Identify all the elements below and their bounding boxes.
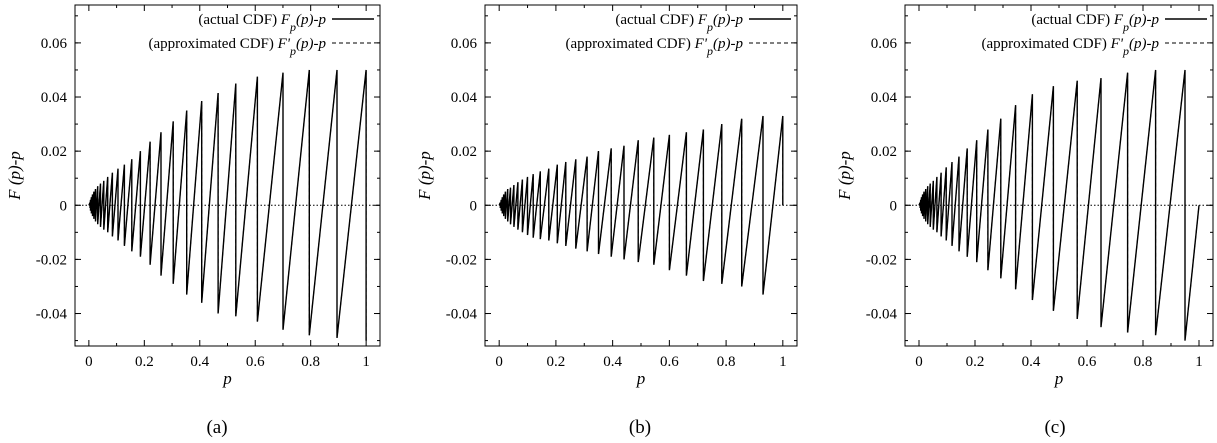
y-tick-label: -0.04 bbox=[866, 307, 898, 323]
legend: (actual CDF) Fp(p)-p(approximated CDF) F… bbox=[148, 12, 374, 58]
legend: (actual CDF) Fp(p)-p(approximated CDF) F… bbox=[565, 12, 791, 58]
x-tick-label: 0.4 bbox=[190, 354, 209, 370]
x-tick-label: 0.2 bbox=[966, 354, 985, 370]
y-tick-label: 0.06 bbox=[41, 36, 68, 52]
x-axis-label: p bbox=[222, 369, 232, 388]
y-tick-label: 0.04 bbox=[41, 90, 68, 106]
y-tick-label: 0.04 bbox=[871, 90, 898, 106]
legend-label-actual: (actual CDF) Fp(p)-p bbox=[198, 12, 326, 34]
y-tick-label: 0.02 bbox=[41, 144, 67, 160]
x-tick-label: 0.4 bbox=[603, 354, 622, 370]
y-tick-label: 0.04 bbox=[451, 90, 478, 106]
x-tick-label: 1 bbox=[779, 354, 787, 370]
x-tick-label: 0.6 bbox=[660, 354, 679, 370]
x-tick-label: 0.4 bbox=[1022, 354, 1041, 370]
y-tick-label: 0.06 bbox=[871, 36, 898, 52]
x-tick-label: 0.2 bbox=[135, 354, 154, 370]
y-tick-label: 0.02 bbox=[871, 144, 897, 160]
panel-caption: (a) bbox=[206, 417, 227, 438]
y-axis-label: F (p)-p bbox=[835, 151, 854, 201]
x-tick-label: 1 bbox=[1195, 354, 1203, 370]
approximated-cdf-line bbox=[88, 69, 367, 341]
legend-label-actual: (actual CDF) Fp(p)-p bbox=[615, 12, 743, 34]
legend-label-approx: (approximated CDF) F'p(p)-p bbox=[148, 36, 326, 58]
x-tick-label: 1 bbox=[362, 354, 370, 370]
x-tick-label: 0.8 bbox=[1134, 354, 1153, 370]
panel-caption: (c) bbox=[1044, 417, 1065, 438]
legend-label-actual: (actual CDF) Fp(p)-p bbox=[1031, 12, 1159, 34]
y-tick-label: 0 bbox=[60, 198, 68, 214]
approximated-cdf-line bbox=[918, 69, 1200, 341]
panel-b: 0.06 0.04 0.02 0 -0.02 -0.04 0 0.2 0.4 0.6 0.8 1 p F … bbox=[415, 4, 798, 438]
x-tick-label: 0.6 bbox=[246, 354, 265, 370]
y-tick-label: 0 bbox=[890, 198, 898, 214]
plot-frame bbox=[484, 4, 798, 347]
x-axis-label: p bbox=[636, 369, 646, 388]
y-tick-label: 0 bbox=[470, 198, 478, 214]
y-tick-label: 0.02 bbox=[451, 144, 477, 160]
x-tick-label: 0.6 bbox=[1078, 354, 1097, 370]
legend-label-approx: (approximated CDF) F'p(p)-p bbox=[565, 36, 743, 58]
legend-label-approx: (approximated CDF) F'p(p)-p bbox=[981, 36, 1159, 58]
y-axis-label: F (p)-p bbox=[415, 151, 434, 201]
panel-a: 0.06 0.04 0.02 0 -0.02 -0.04 0 0.2 0.4 0.6 0.8 1 p F … bbox=[5, 4, 381, 438]
y-axis-label: F (p)-p bbox=[5, 151, 24, 201]
y-tick-label: -0.02 bbox=[446, 252, 477, 268]
y-tick-label: 0.06 bbox=[451, 36, 478, 52]
x-tick-label: 0.8 bbox=[717, 354, 736, 370]
panel-caption: (b) bbox=[629, 417, 651, 438]
approximated-cdf-line bbox=[498, 115, 784, 295]
x-tick-label: 0.2 bbox=[547, 354, 566, 370]
x-axis-label: p bbox=[1054, 369, 1064, 388]
legend: (actual CDF) Fp(p)-p(approximated CDF) F… bbox=[981, 12, 1207, 58]
panel-c: 0.06 0.04 0.02 0 -0.02 -0.04 0 0.2 0.4 0.6 0.8 1 p F … bbox=[835, 4, 1214, 438]
x-tick-label: 0 bbox=[915, 354, 923, 370]
plot-frame bbox=[74, 4, 381, 347]
y-tick-label: -0.04 bbox=[36, 307, 68, 323]
x-tick-label: 0.8 bbox=[301, 354, 320, 370]
y-tick-label: -0.04 bbox=[446, 307, 478, 323]
x-tick-label: 0 bbox=[85, 354, 93, 370]
y-tick-label: -0.02 bbox=[36, 252, 67, 268]
y-tick-label: -0.02 bbox=[866, 252, 897, 268]
x-tick-label: 0 bbox=[495, 354, 503, 370]
